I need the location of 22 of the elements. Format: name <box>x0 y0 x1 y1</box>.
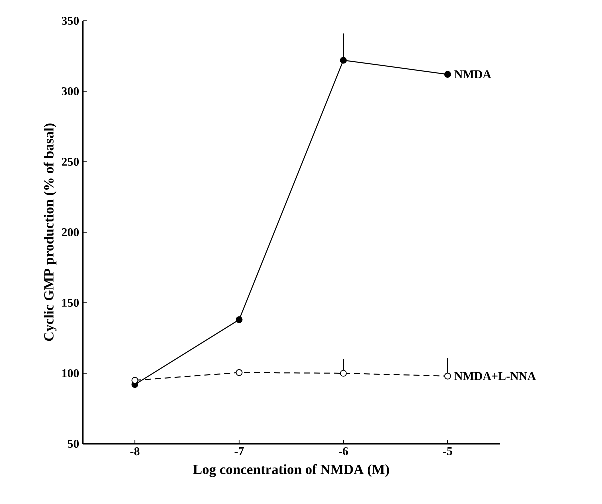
y-tick-label: 300 <box>62 87 80 96</box>
point <box>236 316 243 324</box>
point <box>132 377 139 384</box>
x-axis-title: Log concentration of NMDA (M) <box>193 464 390 478</box>
y-tick-label: 100 <box>62 369 80 378</box>
series-label: NMDA <box>454 70 492 79</box>
point <box>236 369 243 376</box>
y-tick-label: 350 <box>62 16 80 26</box>
y-tick-label: 50 <box>68 440 80 448</box>
x-tick-label: -7 <box>234 448 244 456</box>
series-label: NMDA+L-NNA <box>454 372 536 380</box>
point <box>340 57 348 64</box>
point <box>444 71 452 78</box>
x-tick-label: -6 <box>339 448 348 456</box>
y-tick-label: 250 <box>62 158 80 166</box>
y-tick-label: 150 <box>62 298 80 308</box>
y-tick-label: 200 <box>62 228 80 237</box>
point <box>340 370 348 377</box>
x-tick-label: -5 <box>443 448 452 456</box>
y-axis-title: Cyclic GMP production (% of basal) <box>44 124 57 342</box>
x-tick-label: -8 <box>130 448 140 456</box>
point <box>444 372 452 380</box>
